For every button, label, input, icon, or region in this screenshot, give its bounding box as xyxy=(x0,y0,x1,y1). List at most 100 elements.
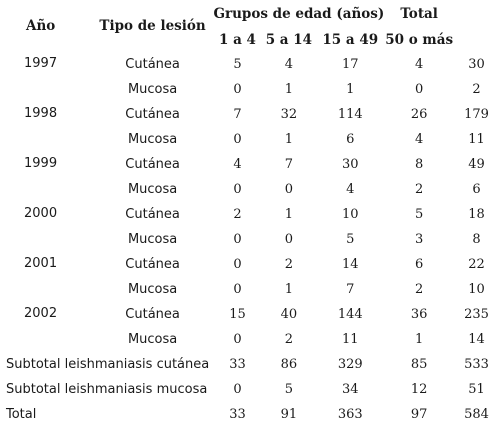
value-cell: 6 xyxy=(414,257,424,272)
value-cell: 12 xyxy=(410,382,428,397)
year-cell: 1998 xyxy=(24,106,58,121)
value-cell: 86 xyxy=(280,357,298,372)
value-cell: 5 xyxy=(414,207,424,222)
value-cell: 3 xyxy=(414,232,424,247)
value-cell: 363 xyxy=(337,407,363,422)
row-total-cell: 2 xyxy=(472,82,481,97)
year-header: Año xyxy=(26,18,56,34)
value-cell: 0 xyxy=(233,232,242,247)
row-total-cell: 179 xyxy=(464,107,489,122)
lesion-type-cell: Cutánea xyxy=(125,307,180,322)
value-cell: 0 xyxy=(233,257,242,272)
table-row: Mucosa 0 0 4 2 6 xyxy=(0,177,500,202)
value-cell: 97 xyxy=(410,407,428,422)
table-row: 2002 Cutánea 15 40 144 36 235 xyxy=(0,302,500,327)
age-groups-header: Grupos de edad (años) xyxy=(213,6,385,22)
year-cell: 1997 xyxy=(24,56,58,71)
value-cell: 40 xyxy=(280,307,298,322)
row-total-cell: 49 xyxy=(468,157,485,172)
lesion-type-cell: Cutánea xyxy=(125,57,180,72)
table-row: Mucosa 0 1 7 2 10 xyxy=(0,277,500,302)
value-cell: 91 xyxy=(280,407,298,422)
lesion-type-cell: Mucosa xyxy=(127,132,178,147)
lesion-type-cell: Mucosa xyxy=(127,282,178,297)
value-cell: 2 xyxy=(284,257,294,272)
age-col-4: 50 o más xyxy=(385,32,454,48)
lesion-type-cell: Cutánea xyxy=(125,207,180,222)
value-cell: 0 xyxy=(233,132,242,147)
value-cell: 0 xyxy=(284,182,294,197)
value-cell: 1 xyxy=(284,132,294,147)
age-col-1: 1 a 4 xyxy=(218,32,256,48)
value-cell: 32 xyxy=(280,107,298,122)
value-cell: 4 xyxy=(284,57,294,72)
year-cell: 2001 xyxy=(24,256,58,271)
summary-label: Total xyxy=(6,407,37,422)
table-row: Mucosa 0 2 11 1 14 xyxy=(0,327,500,352)
value-cell: 8 xyxy=(414,157,424,172)
subtotal-row: Subtotal leishmaniasis mucosa 0 5 34 12 51 xyxy=(0,377,500,402)
value-cell: 1 xyxy=(414,332,424,347)
table-row: Mucosa 0 1 6 4 11 xyxy=(0,127,500,152)
table-header: Año Tipo de lesión Grupos de edad (años)… xyxy=(0,0,500,52)
value-cell: 5 xyxy=(233,57,242,72)
value-cell: 0 xyxy=(233,82,242,97)
value-cell: 329 xyxy=(337,357,363,372)
lesion-type-cell: Mucosa xyxy=(127,182,178,197)
value-cell: 5 xyxy=(284,382,294,397)
row-total-cell: 8 xyxy=(472,232,481,247)
value-cell: 2 xyxy=(284,332,294,347)
value-cell: 4 xyxy=(346,182,355,197)
value-cell: 17 xyxy=(342,57,359,72)
table-row: 2000 Cutánea 2 1 10 5 18 xyxy=(0,202,500,227)
table-row: 1997 Cutánea 5 4 17 4 30 xyxy=(0,52,500,77)
summary-label: Subtotal leishmaniasis mucosa xyxy=(6,382,208,397)
lesion-type-cell: Cutánea xyxy=(125,157,180,172)
value-cell: 0 xyxy=(414,82,424,97)
table-row: 1999 Cutánea 4 7 30 8 49 xyxy=(0,152,500,177)
lesion-type-header: Tipo de lesión xyxy=(99,18,206,34)
row-total-cell: 14 xyxy=(468,332,485,347)
value-cell: 4 xyxy=(233,157,242,172)
value-cell: 2 xyxy=(414,182,424,197)
value-cell: 33 xyxy=(229,407,246,422)
value-cell: 7 xyxy=(346,282,355,297)
value-cell: 1 xyxy=(284,207,294,222)
value-cell: 7 xyxy=(284,157,294,172)
table-body: 1997 Cutánea 5 4 17 4 30 Mucosa 0 1 1 0 2 1998 Cutánea… xyxy=(0,52,500,427)
age-col-2: 5 a 14 xyxy=(265,32,313,48)
value-cell: 33 xyxy=(229,357,246,372)
table-row: 2001 Cutánea 0 2 14 6 22 xyxy=(0,252,500,277)
value-cell: 6 xyxy=(346,132,355,147)
table-row: 1998 Cutánea 7 32 114 26 179 xyxy=(0,102,500,127)
grand-total-row: Total 33 91 363 97 584 xyxy=(0,402,500,427)
row-total-cell: 11 xyxy=(468,132,485,147)
subtotal-row: Subtotal leishmaniasis cutánea 33 86 329 85 5… xyxy=(0,352,500,377)
row-total-cell: 30 xyxy=(468,57,485,72)
year-cell: 2000 xyxy=(24,206,58,221)
value-cell: 85 xyxy=(410,357,428,372)
value-cell: 36 xyxy=(410,307,428,322)
value-cell: 14 xyxy=(342,257,359,272)
row-total-cell: 18 xyxy=(468,207,485,222)
table-row: Mucosa 0 0 5 3 8 xyxy=(0,227,500,252)
value-cell: 26 xyxy=(410,107,428,122)
value-cell: 10 xyxy=(342,207,359,222)
value-cell: 30 xyxy=(342,157,359,172)
lesion-type-cell: Mucosa xyxy=(127,82,178,97)
lesion-type-cell: Mucosa xyxy=(127,332,178,347)
row-total-cell: 6 xyxy=(472,182,481,197)
row-total-cell: 235 xyxy=(464,307,489,322)
row-total-cell: 584 xyxy=(464,407,489,422)
age-col-3: 15 a 49 xyxy=(322,32,379,48)
value-cell: 5 xyxy=(346,232,355,247)
table-row: Mucosa 0 1 1 0 2 xyxy=(0,77,500,102)
value-cell: 0 xyxy=(284,232,294,247)
value-cell: 1 xyxy=(284,82,294,97)
row-total-cell: 51 xyxy=(468,382,485,397)
value-cell: 0 xyxy=(233,332,242,347)
lesion-type-cell: Cutánea xyxy=(125,257,180,272)
value-cell: 114 xyxy=(337,107,363,122)
total-header: Total xyxy=(400,6,438,22)
